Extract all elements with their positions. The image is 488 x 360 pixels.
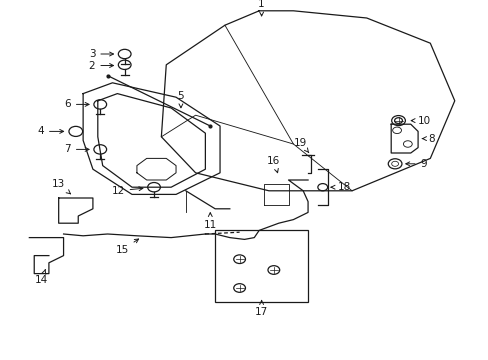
- Text: 13: 13: [52, 179, 70, 194]
- Text: 6: 6: [64, 99, 89, 109]
- Text: 8: 8: [421, 134, 434, 144]
- Text: 14: 14: [35, 270, 48, 285]
- Text: 19: 19: [293, 138, 308, 153]
- Text: 11: 11: [203, 213, 217, 230]
- Text: 3: 3: [88, 49, 113, 59]
- Text: 16: 16: [266, 156, 280, 173]
- Text: 5: 5: [177, 91, 184, 108]
- Text: 18: 18: [330, 182, 350, 192]
- Text: 12: 12: [111, 186, 142, 196]
- Text: 4: 4: [37, 126, 63, 136]
- Text: 10: 10: [410, 116, 430, 126]
- Text: 17: 17: [254, 301, 268, 317]
- Text: 1: 1: [258, 0, 264, 16]
- Text: 2: 2: [88, 60, 113, 71]
- Bar: [215, 230, 307, 302]
- Text: 7: 7: [64, 144, 89, 154]
- Text: 15: 15: [115, 239, 138, 255]
- Text: 9: 9: [405, 159, 427, 169]
